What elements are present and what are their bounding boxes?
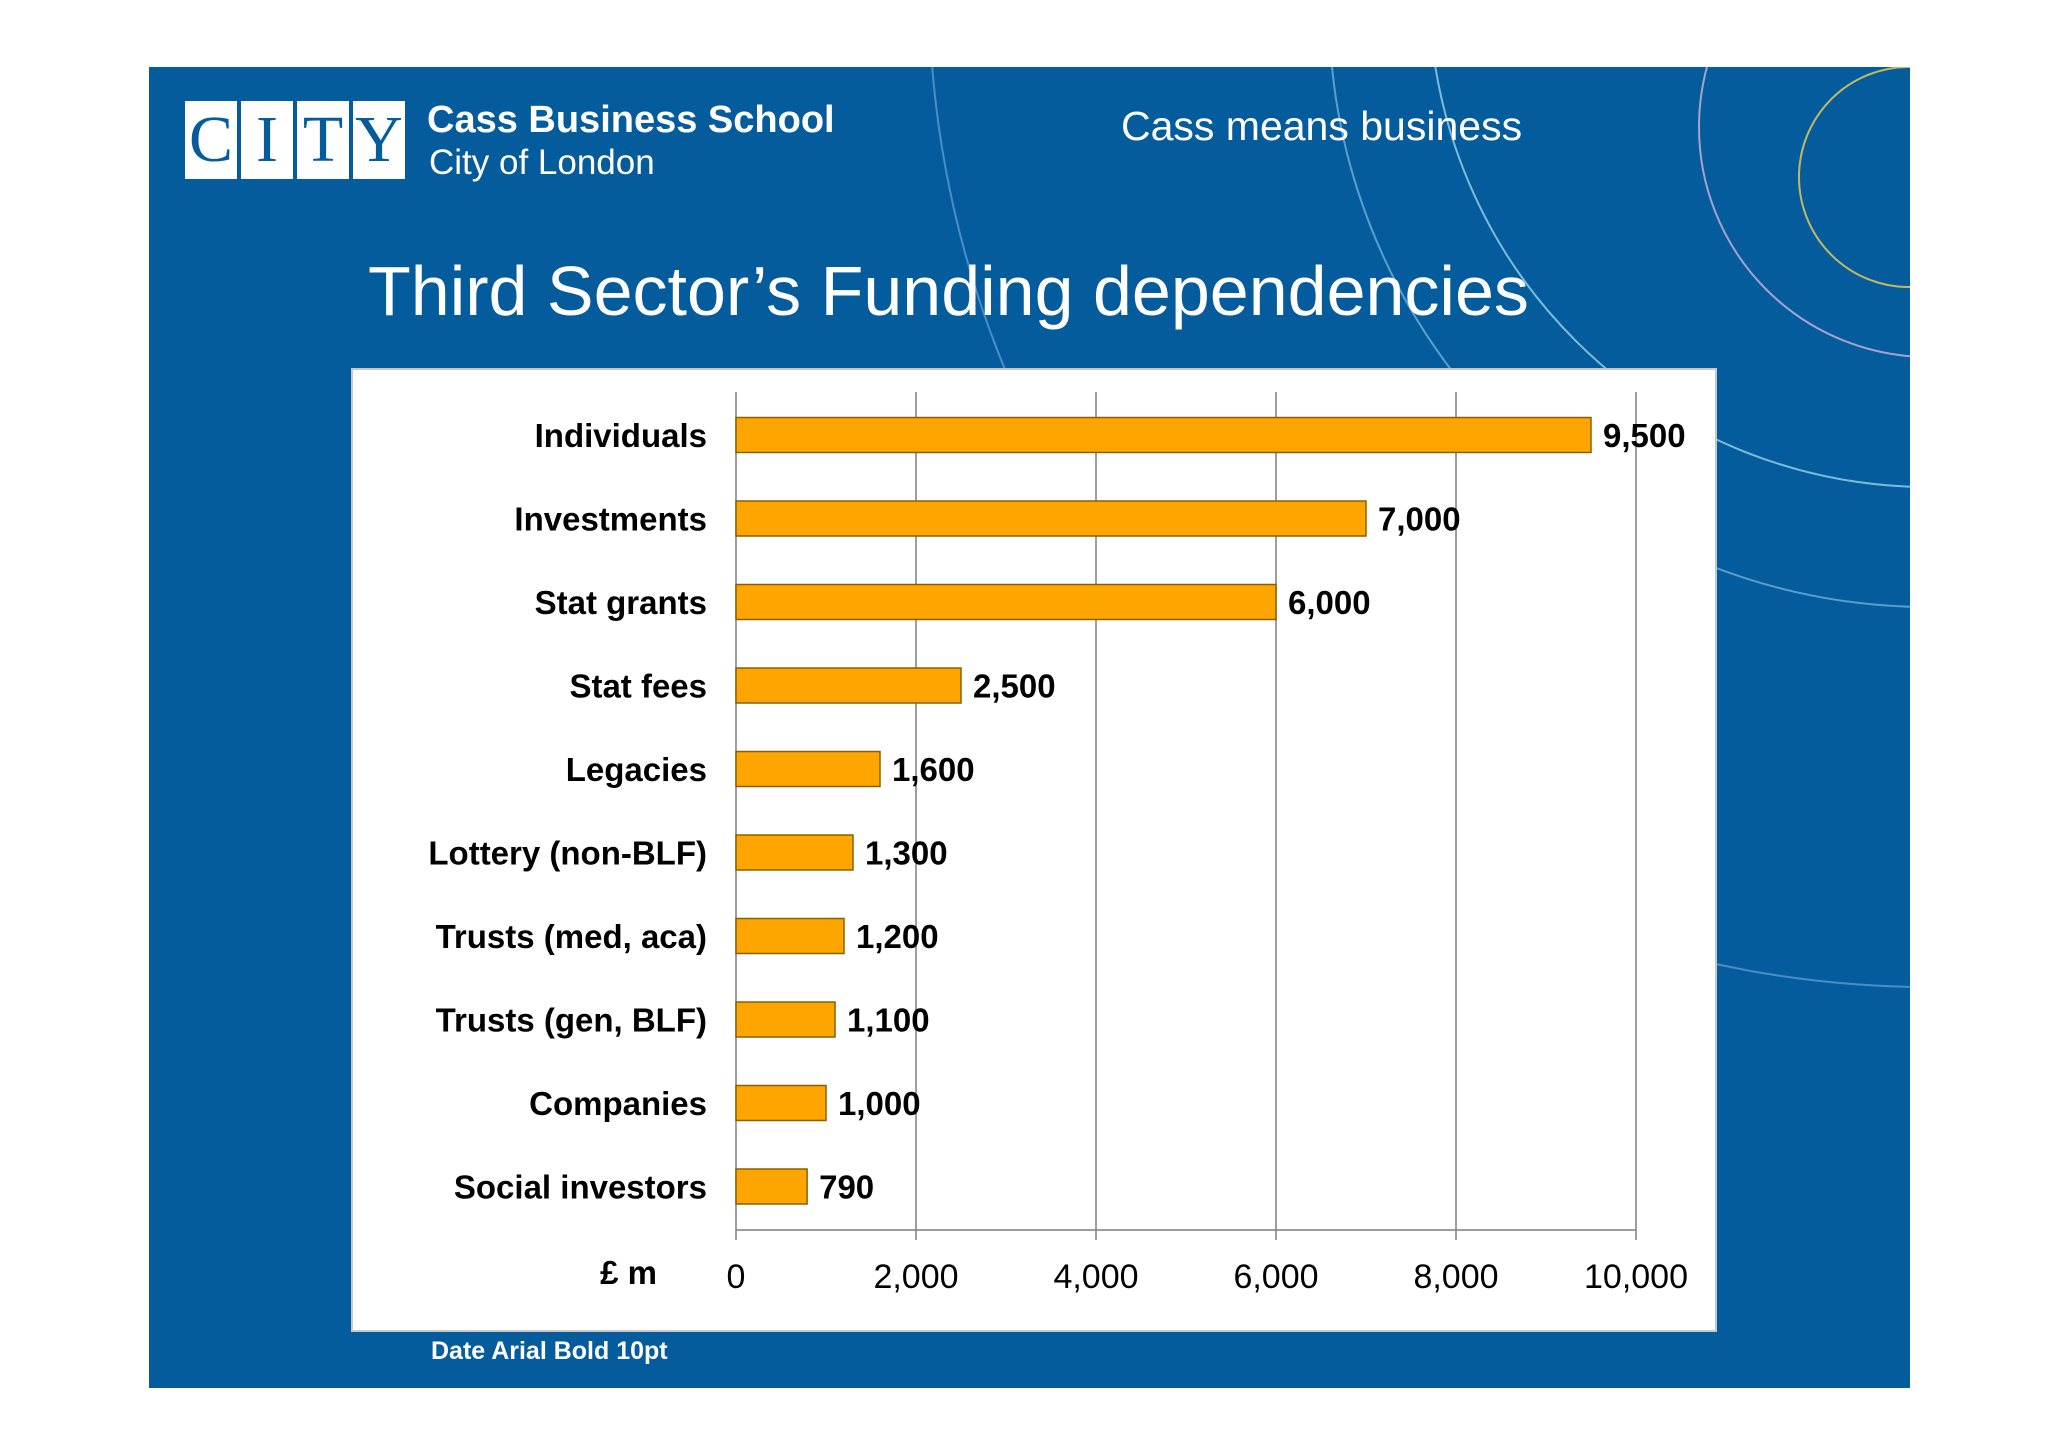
data-label: 2,500 xyxy=(973,668,1056,705)
bar xyxy=(735,667,962,704)
chart-panel: 0 2,000 4,000 6,000 8,000 10,000 Individuals 9,… xyxy=(351,368,1717,1332)
footer-note: Date Arial Bold 10pt xyxy=(431,1337,668,1365)
x-tick-label: 0 xyxy=(727,1258,746,1296)
city-logo: C I T Y xyxy=(185,101,409,179)
category-label: Stat grants xyxy=(535,584,707,621)
logo-box: T xyxy=(297,101,349,179)
bar xyxy=(735,1168,808,1205)
bar-chart: 0 2,000 4,000 6,000 8,000 10,000 Individuals 9,… xyxy=(428,392,1688,1296)
x-tick-label: 4,000 xyxy=(1053,1258,1138,1296)
category-label: Investments xyxy=(514,501,707,538)
arc-4 xyxy=(1698,67,1910,358)
bar xyxy=(735,500,1367,537)
bar xyxy=(735,750,881,788)
data-label: 9,500 xyxy=(1603,417,1686,454)
data-label: 1,200 xyxy=(856,918,939,955)
logo-box: Y xyxy=(353,101,405,179)
category-label: Lottery (non-BLF) xyxy=(428,835,707,872)
category-label: Legacies xyxy=(566,751,707,788)
logo-letter: C xyxy=(188,103,234,176)
x-tick-label: 6,000 xyxy=(1233,1258,1318,1296)
slide-title: Third Sector’s Funding dependencies xyxy=(368,252,1529,330)
x-axis-label: £ m xyxy=(600,1254,657,1291)
logo-letter: Y xyxy=(355,103,403,176)
data-label: 1,300 xyxy=(865,835,948,872)
data-label: 1,000 xyxy=(838,1085,921,1122)
slide: C I T Y Cass Business School City of Lon… xyxy=(149,67,1910,1388)
logo-letter: I xyxy=(256,103,278,176)
x-tick-label: 8,000 xyxy=(1413,1258,1498,1296)
bar xyxy=(735,1001,836,1038)
bar xyxy=(735,416,1592,454)
category-label: Stat fees xyxy=(569,668,707,705)
x-tick-label: 10,000 xyxy=(1584,1258,1688,1296)
category-label: Individuals xyxy=(535,417,707,454)
bar xyxy=(735,917,845,955)
tagline: Cass means business xyxy=(1121,103,1523,149)
data-label: 1,600 xyxy=(892,751,975,788)
arc-5 xyxy=(1798,67,1910,288)
logo-box: C xyxy=(185,101,237,179)
logo-box: I xyxy=(241,101,293,179)
category-label: Trusts (med, aca) xyxy=(436,918,707,955)
data-label: 6,000 xyxy=(1288,584,1371,621)
x-tick-label: 2,000 xyxy=(873,1258,958,1296)
category-label: Trusts (gen, BLF) xyxy=(436,1002,707,1039)
school-name: Cass Business School xyxy=(427,99,835,141)
bar xyxy=(735,583,1277,621)
decorative-arcs xyxy=(931,67,1910,988)
category-label: Social investors xyxy=(454,1169,707,1206)
school-subtitle: City of London xyxy=(429,143,655,182)
category-label: Companies xyxy=(529,1085,707,1122)
bar xyxy=(735,834,854,871)
bar xyxy=(735,1084,827,1122)
data-label: 1,100 xyxy=(847,1002,930,1039)
data-label: 790 xyxy=(819,1169,874,1206)
data-label: 7,000 xyxy=(1378,501,1461,538)
logo-letter: T xyxy=(302,103,344,176)
